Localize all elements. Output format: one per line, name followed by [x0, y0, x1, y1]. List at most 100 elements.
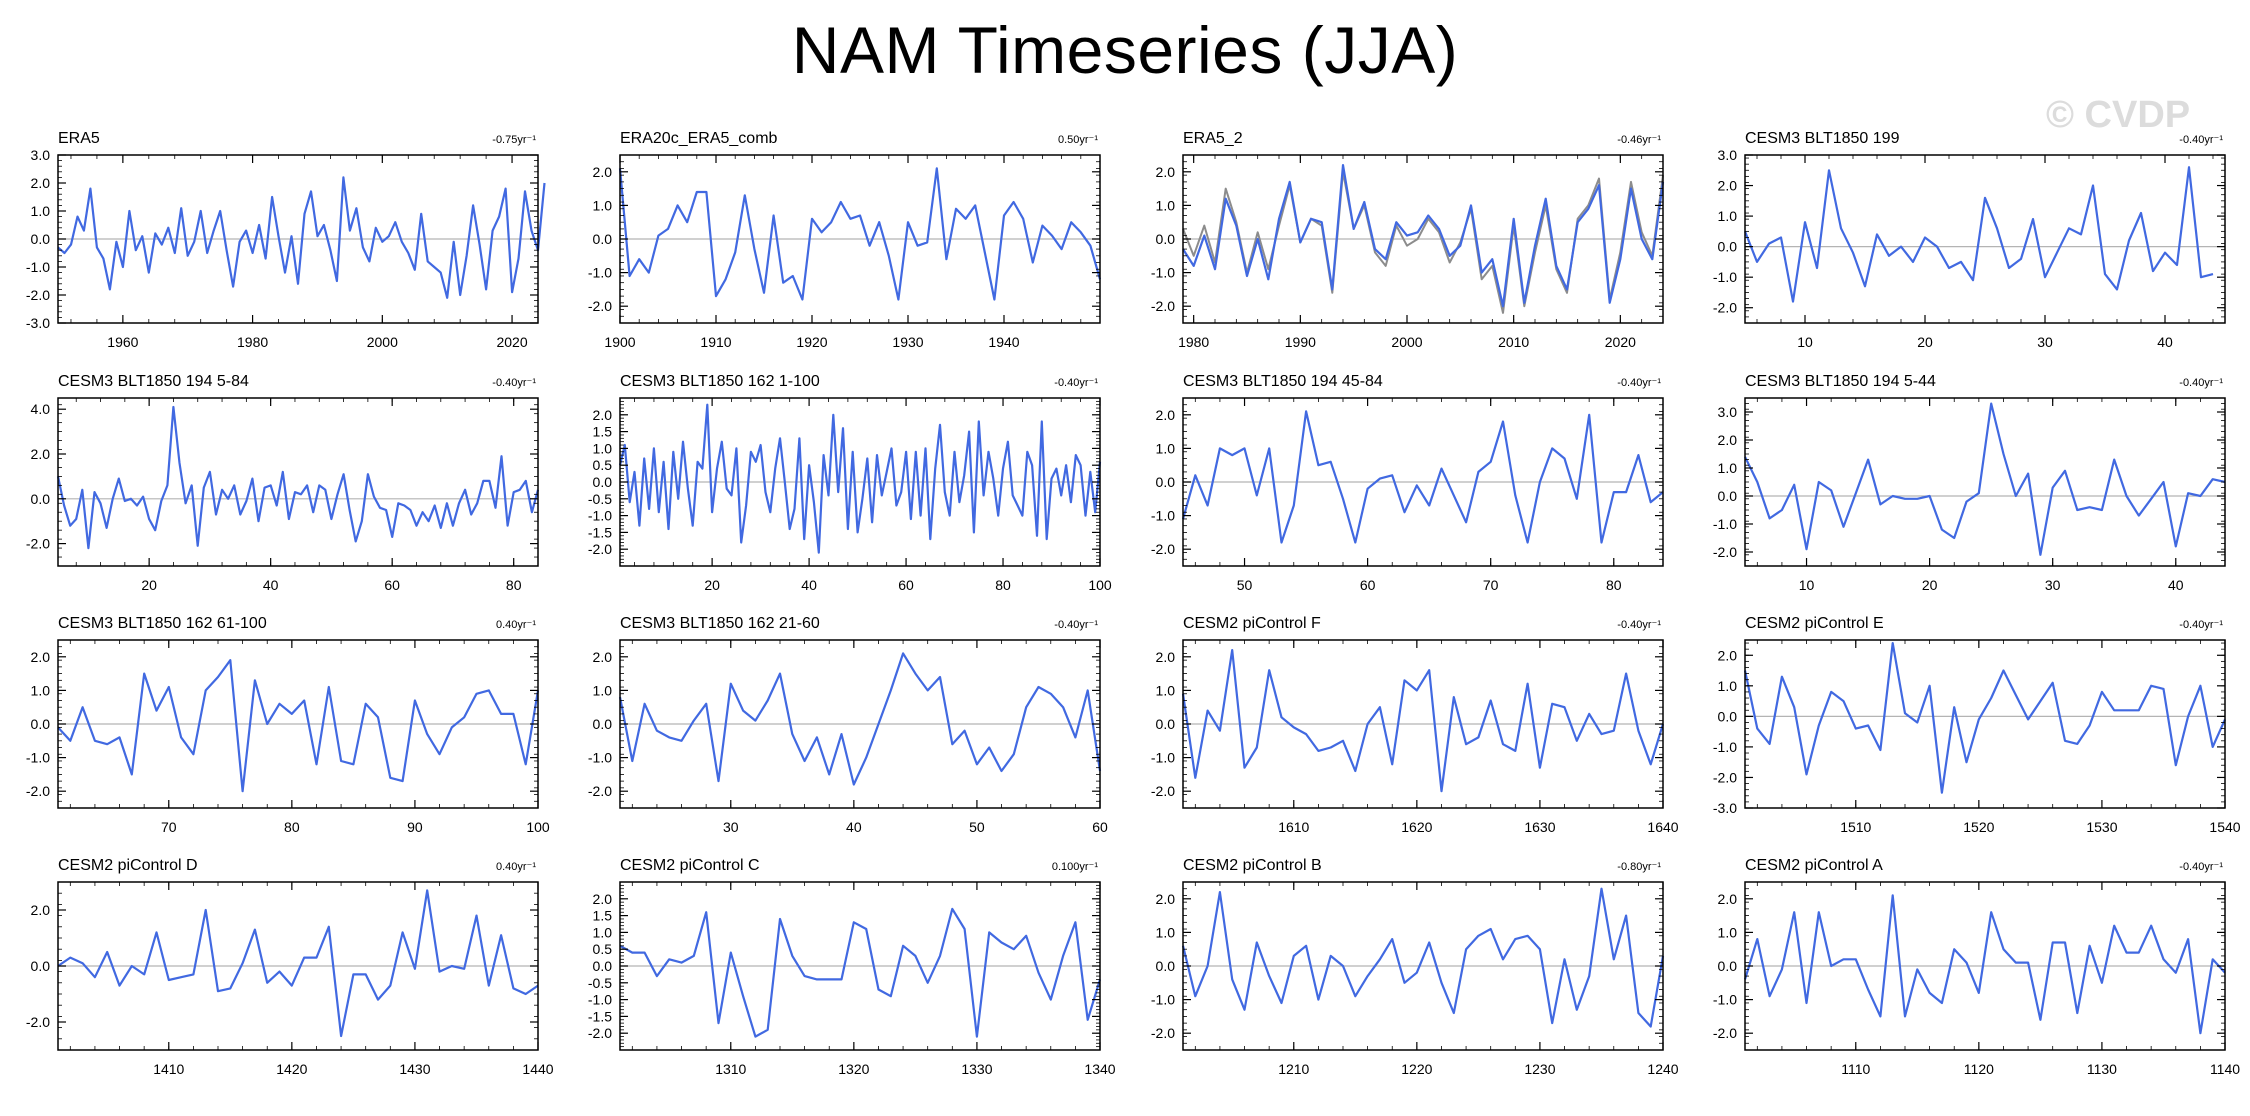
y-tick-label: -1.0: [588, 992, 612, 1008]
series-line-cesm3-blt1850-162-21-60: [618, 652, 1102, 786]
x-tick-label: 70: [161, 819, 177, 835]
y-tick-label: 2.0: [31, 649, 51, 665]
y-tick-label: -0.5: [588, 491, 612, 507]
y-tick-label: -2.0: [26, 536, 50, 552]
x-tick-label: 1220: [1401, 1061, 1432, 1077]
x-tick-label: 1990: [1285, 334, 1316, 350]
trend-label: -0.40yr⁻¹: [1617, 377, 1661, 389]
x-tick-label: 1630: [1524, 819, 1555, 835]
series-line-cesm2-picontrol-c: [619, 907, 1102, 1038]
x-tick-label: 30: [2037, 334, 2053, 350]
y-tick-label: -1.5: [588, 1008, 612, 1024]
series-line-era5: [57, 176, 546, 299]
y-tick-label: 3.0: [1718, 404, 1738, 420]
y-tick-label: -1.0: [1713, 269, 1737, 285]
y-tick-label: -1.0: [1151, 265, 1175, 281]
y-tick-label: 0.0: [1718, 239, 1738, 255]
y-tick-label: 2.0: [31, 446, 51, 462]
y-tick-label: -1.0: [1713, 992, 1737, 1008]
y-tick-label: -2.0: [26, 287, 50, 303]
y-tick-label: -2.0: [1713, 300, 1737, 316]
y-tick-label: 0.0: [593, 958, 613, 974]
x-tick-label: 50: [969, 819, 985, 835]
reference-series-line: [1182, 170, 1664, 314]
series-line-era20c-era5-comb: [618, 167, 1102, 301]
y-tick-label: -2.0: [1151, 541, 1175, 557]
y-tick-label: 1.5: [593, 424, 613, 440]
y-tick-label: 0.0: [593, 474, 613, 490]
panel-title: CESM2 piControl B: [1183, 857, 1322, 874]
panel-title: ERA5: [58, 130, 100, 147]
x-tick-label: 1940: [988, 334, 1019, 350]
trend-label: -0.40yr⁻¹: [2179, 861, 2223, 873]
x-tick-label: 80: [284, 819, 300, 835]
y-tick-label: 2.0: [1156, 649, 1176, 665]
x-tick-label: 1960: [107, 334, 138, 350]
y-tick-label: -1.0: [1151, 750, 1175, 766]
chart-panel-3: -2.0 -1.0 0.0 1.0 2.0 1980 1990 2000 2010 2020 ERA…: [1151, 130, 1665, 350]
x-tick-label: 1420: [276, 1061, 307, 1077]
y-tick-label: 1.0: [1156, 682, 1176, 698]
x-tick-label: 10: [1797, 334, 1813, 350]
y-tick-label: -1.0: [588, 265, 612, 281]
x-tick-label: 1510: [1840, 819, 1871, 835]
y-tick-label: 2.0: [1156, 891, 1176, 907]
panel-title: CESM3 BLT1850 194 5-44: [1745, 373, 1936, 390]
y-tick-label: 2.0: [1156, 407, 1176, 423]
y-tick-label: -2.0: [1151, 298, 1175, 314]
y-tick-label: 3.0: [31, 147, 51, 163]
y-tick-label: -2.0: [588, 298, 612, 314]
y-tick-label: -1.5: [588, 524, 612, 540]
x-tick-label: 1210: [1278, 1061, 1309, 1077]
y-tick-label: -0.5: [588, 975, 612, 991]
x-tick-label: 50: [1237, 577, 1253, 593]
x-tick-label: 70: [1483, 577, 1499, 593]
series-line-cesm3-blt1850-194-5-44: [1744, 402, 2226, 556]
y-tick-label: -2.0: [1713, 769, 1737, 785]
x-tick-label: 10: [1799, 577, 1815, 593]
panel-title: CESM2 piControl F: [1183, 615, 1321, 632]
y-tick-label: 1.0: [31, 682, 51, 698]
y-tick-label: 3.0: [1718, 147, 1738, 163]
y-tick-label: 0.0: [1156, 716, 1176, 732]
trend-label: -0.40yr⁻¹: [1617, 619, 1661, 631]
watermark-logo: © CVDP: [2046, 94, 2191, 136]
x-tick-label: 1240: [1647, 1061, 1678, 1077]
y-tick-label: 2.0: [31, 175, 51, 191]
x-tick-label: 1120: [1964, 1061, 1994, 1077]
panel-title: ERA20c_ERA5_comb: [620, 130, 778, 147]
y-tick-label: -3.0: [1713, 800, 1737, 816]
series-line-cesm2-picontrol-e: [1743, 641, 2227, 794]
x-tick-label: 100: [526, 819, 550, 835]
series-line-cesm3-blt1850-162-1-100: [618, 403, 1102, 554]
y-tick-label: -2.0: [588, 1025, 612, 1041]
y-tick-label: -1.0: [26, 259, 50, 275]
chart-panel-12: -3.0 -2.0 -1.0 0.0 1.0 2.0 1510 1520 1530 1540 CES…: [1713, 615, 2241, 835]
x-tick-label: 20: [1917, 334, 1933, 350]
y-tick-label: 2.0: [593, 407, 613, 423]
chart-panel-13: -2.0 0.0 2.0 1410 1420 1430 1440 CESM2 piContro…: [26, 857, 554, 1077]
y-tick-label: -2.0: [1151, 783, 1175, 799]
trend-label: -0.40yr⁻¹: [1054, 377, 1098, 389]
trend-label: -0.75yr⁻¹: [492, 134, 536, 146]
y-tick-label: -2.0: [1713, 1025, 1737, 1041]
x-tick-label: 20: [704, 577, 720, 593]
x-tick-label: 1340: [1084, 1061, 1115, 1077]
x-tick-label: 2010: [1498, 334, 1529, 350]
y-tick-label: 2.0: [1718, 432, 1738, 448]
y-tick-label: -2.0: [588, 541, 612, 557]
x-tick-label: 20: [141, 577, 157, 593]
panel-title: CESM3 BLT1850 199: [1745, 130, 1900, 147]
x-tick-label: 1440: [522, 1061, 553, 1077]
trend-label: -0.80yr⁻¹: [1617, 861, 1661, 873]
y-tick-label: 0.0: [31, 231, 51, 247]
panel-title: CESM2 piControl A: [1745, 857, 1883, 874]
chart-panel-8: -2.0 -1.0 0.0 1.0 2.0 3.0 10 20 30 40 CESM3 BLT185…: [1713, 373, 2226, 593]
y-tick-label: 0.0: [1718, 708, 1738, 724]
series-line-cesm3-blt1850-199: [1743, 166, 2214, 303]
y-tick-label: 1.5: [593, 908, 613, 924]
x-tick-label: 1230: [1524, 1061, 1555, 1077]
y-tick-label: 0.0: [593, 231, 613, 247]
y-tick-label: -2.0: [1151, 1025, 1175, 1041]
